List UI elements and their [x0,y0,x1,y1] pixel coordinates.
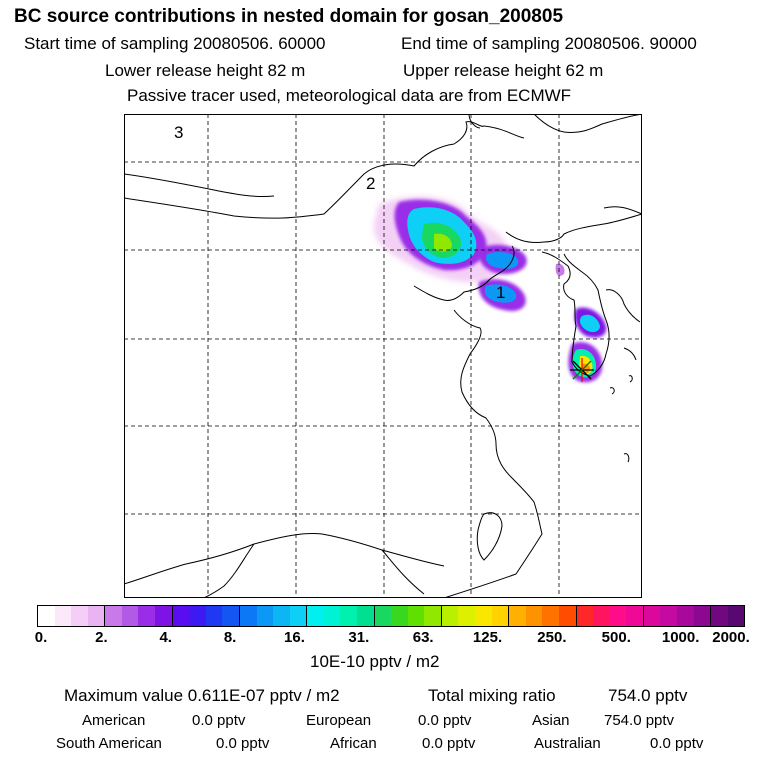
region-name-australian: Australian [534,735,601,752]
region-value-australian: 0.0 pptv [650,735,704,752]
colorbar-segment [576,606,594,626]
colorbar-tick-label: 1000. [661,629,700,646]
colorbar-tick-label: 4. [159,629,172,646]
colorbar-segment [676,606,694,626]
colorbar-tick-label: 2000. [712,629,750,646]
region-label-1: 1 [496,283,505,302]
colorbar-segment [424,606,442,626]
colorbar-segment [172,606,190,626]
colorbar-segment [239,606,257,626]
region-name-south-american: South American [56,735,162,752]
colorbar-segment [491,606,510,626]
end-time-label: End time of sampling 20080506. 90000 [401,34,697,53]
map-frame [124,114,642,598]
lower-release-height: Lower release height 82 m [105,61,306,80]
colorbar-tick-label: 250. [537,629,567,646]
colorbar-segment [711,606,728,626]
coastlines [124,114,642,598]
colorbar-segment [222,606,240,626]
colorbar-segment [391,606,408,626]
colorbar-tick-label: 0. [34,629,48,646]
colorbar-segment [340,606,357,626]
colorbar-tick-label: 31. [348,629,370,646]
maximum-value: Maximum value 0.611E-07 pptv / m2 [64,686,340,705]
region-label-3: 3 [174,123,183,142]
colorbar-unit: 10E-10 pptv / m2 [310,652,440,671]
colorbar-segment [693,606,712,626]
colorbar-segment [727,606,745,626]
map-background [124,114,642,598]
total-mixing-ratio-label: Total mixing ratio [428,686,556,705]
colorbar-segment [71,606,88,626]
tracer-note: Passive tracer used, meteorological data… [127,86,572,105]
total-mixing-ratio-value: 754.0 pptv [608,686,688,705]
colorbar-segment [542,606,559,626]
colorbar-segment [609,606,627,626]
colorbar-segment [307,606,324,626]
source-contribution-map: 1 2 3 [124,114,642,598]
colorbar-segment [38,606,55,626]
colorbar-segment [87,606,106,626]
colorbar-tick-label: 125. [472,629,503,646]
colorbar-segment [138,606,156,626]
colorbar-segment [54,606,72,626]
colorbar-tick-label: 63. [412,629,434,646]
colorbar-tick-label: 500. [601,629,631,646]
colorbar-segment [374,606,392,626]
colorbar-segment [323,606,341,626]
colorbar-segment [289,606,308,626]
region-label-2: 2 [366,174,375,193]
upper-release-height: Upper release height 62 m [403,61,604,80]
colorbar-segment [509,606,526,626]
colorbar-tick-label: 8. [223,629,237,646]
colorbar-segment [256,606,274,626]
colorbar-segment [593,606,610,626]
colorbar-tick-label: 2. [95,629,108,646]
colorbar-segment [626,606,644,626]
region-name-european: European [306,712,372,729]
start-time-label: Start time of sampling 20080506. 60000 [24,34,326,53]
colorbar-segment [189,606,206,626]
plot-title: BC source contributions in nested domain… [14,6,564,27]
region-name-african: African [330,735,377,752]
colorbar-segment [155,606,173,626]
colorbar-segment [356,606,375,626]
release-site-star-icon [570,358,594,382]
region-name-asian: Asian [532,712,570,729]
colorbar [37,605,745,627]
colorbar-segment [458,606,476,626]
colorbar-segment [407,606,425,626]
region-name-american: American [82,712,146,729]
colorbar-segment [105,606,122,626]
colorbar-segment [205,606,223,626]
colorbar-segment [558,606,577,626]
region-value-american: 0.0 pptv [192,712,246,729]
region-value-south-american: 0.0 pptv [216,735,270,752]
colorbar-segment [660,606,677,626]
colorbar-segment [643,606,661,626]
colorbar-segment [273,606,290,626]
colorbar-segment [441,606,459,626]
colorbar-segment [525,606,543,626]
region-value-asian: 754.0 pptv [604,712,675,729]
colorbar-tick-label: 16. [284,629,305,646]
lat-lon-grid [124,114,642,598]
colorbar-segment [475,606,492,626]
colorbar-segment [121,606,139,626]
region-value-european: 0.0 pptv [418,712,472,729]
region-value-african: 0.0 pptv [422,735,476,752]
